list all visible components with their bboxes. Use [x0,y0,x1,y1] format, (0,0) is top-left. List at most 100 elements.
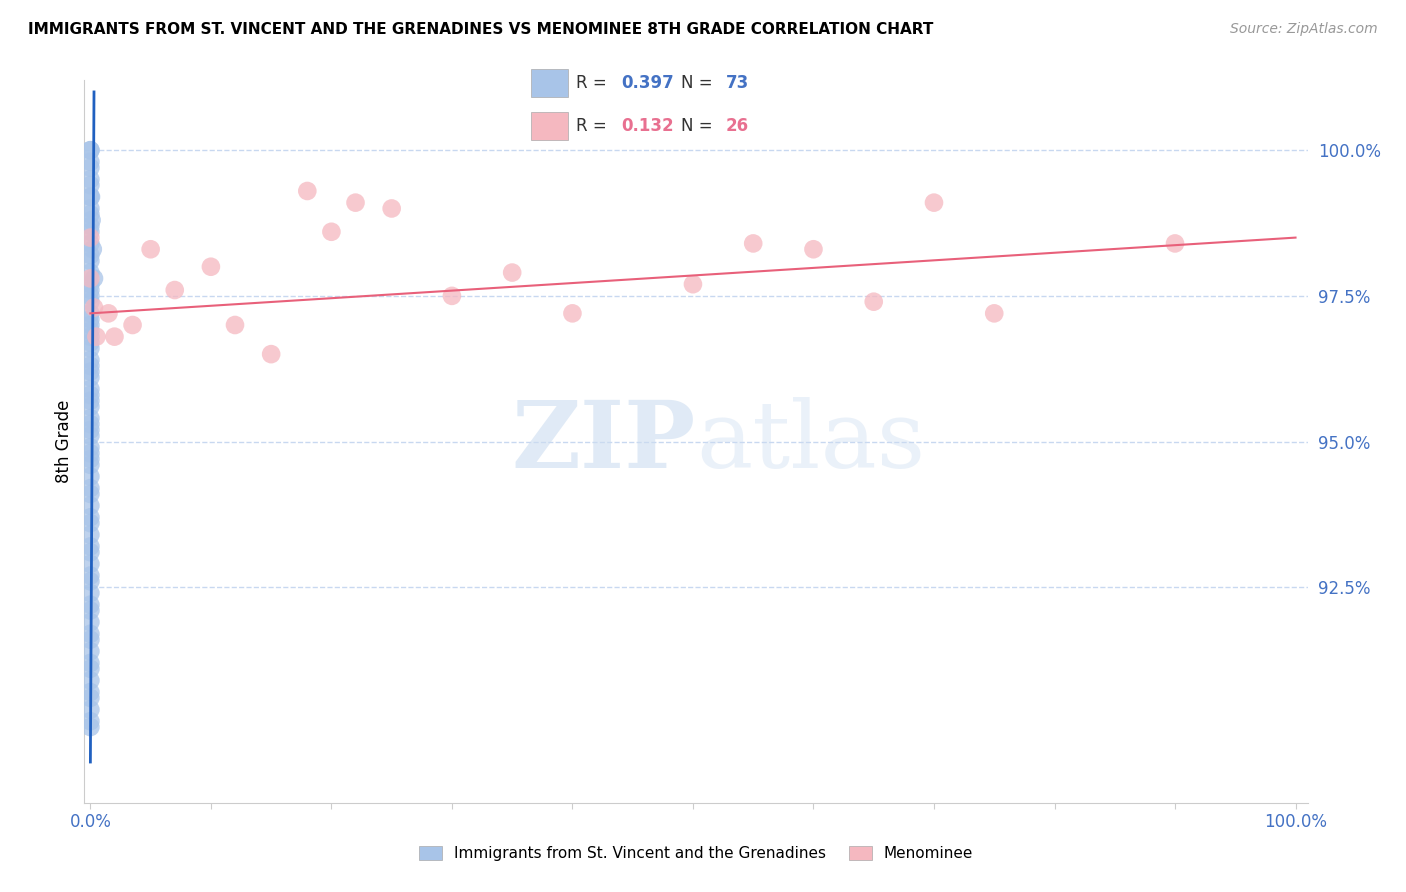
Point [79,516,101,530]
Point [79,306,101,320]
Point [79,446,101,460]
Point [79,289,101,303]
Point [79,662,101,676]
Text: 26: 26 [725,118,748,136]
Text: N =: N = [681,118,717,136]
Point [79,365,101,379]
Point [79,574,101,589]
Point [79,271,101,285]
Point [79,423,101,437]
Point [82,242,104,256]
Point [682,277,704,292]
Point [79,487,101,501]
Point [79,615,101,630]
Point [79,411,101,425]
Point [381,202,404,216]
Point [79,673,101,688]
Point [983,306,1005,320]
Point [163,283,186,297]
Point [79,557,101,571]
Point [742,236,765,251]
Point [79,341,101,355]
Point [79,294,101,309]
Point [79,318,101,332]
Point [79,172,101,186]
Point [501,266,523,280]
Point [86,329,108,343]
Point [803,242,825,256]
Point [79,359,101,373]
Legend: Immigrants from St. Vincent and the Grenadines, Menominee: Immigrants from St. Vincent and the Gren… [412,840,980,867]
Point [79,393,101,408]
Text: N =: N = [681,74,717,92]
Bar [531,70,568,97]
Text: R =: R = [576,118,613,136]
Point [79,248,101,262]
Point [79,458,101,472]
Point [440,289,463,303]
Point [79,283,101,297]
Point [79,207,101,221]
Point [79,632,101,647]
Point [297,184,319,198]
Point [79,428,101,442]
Point [79,225,101,239]
Point [79,441,101,455]
Point [79,603,101,617]
Point [79,353,101,368]
Point [79,685,101,699]
Point [83,271,105,285]
Point [79,586,101,600]
Point [79,154,101,169]
Point [321,225,343,239]
Point [79,388,101,402]
Point [79,329,101,343]
Text: Source: ZipAtlas.com: Source: ZipAtlas.com [1230,22,1378,37]
Point [79,568,101,582]
Point [80,190,103,204]
Point [79,143,101,157]
Point [79,143,101,157]
Point [561,306,583,320]
Point [260,347,283,361]
Point [79,277,101,292]
Text: R =: R = [576,74,613,92]
Point [79,720,101,734]
Text: IMMIGRANTS FROM ST. VINCENT AND THE GRENADINES VS MENOMINEE 8TH GRADE CORRELATIO: IMMIGRANTS FROM ST. VINCENT AND THE GREN… [28,22,934,37]
Point [79,312,101,326]
Point [79,219,101,233]
Text: ZIP: ZIP [512,397,696,486]
Bar [531,112,568,140]
Point [79,417,101,431]
Text: 0.397: 0.397 [621,74,675,92]
Point [79,400,101,414]
Point [1164,236,1187,251]
Point [79,382,101,396]
Point [139,242,162,256]
Point [79,528,101,542]
Point [79,452,101,467]
Point [79,266,101,280]
Point [79,510,101,524]
Point [103,329,125,343]
Point [79,335,101,350]
Point [97,306,120,320]
Point [79,598,101,612]
Text: 73: 73 [725,74,749,92]
Point [121,318,143,332]
Point [79,202,101,216]
Point [79,230,101,244]
Point [79,540,101,554]
Point [79,324,101,338]
Point [79,627,101,641]
Point [80,213,103,227]
Point [83,301,105,315]
Point [79,644,101,658]
Point [79,499,101,513]
Point [79,702,101,716]
Point [79,656,101,670]
Text: atlas: atlas [696,397,925,486]
Point [79,481,101,495]
Point [344,195,367,210]
Point [79,690,101,705]
